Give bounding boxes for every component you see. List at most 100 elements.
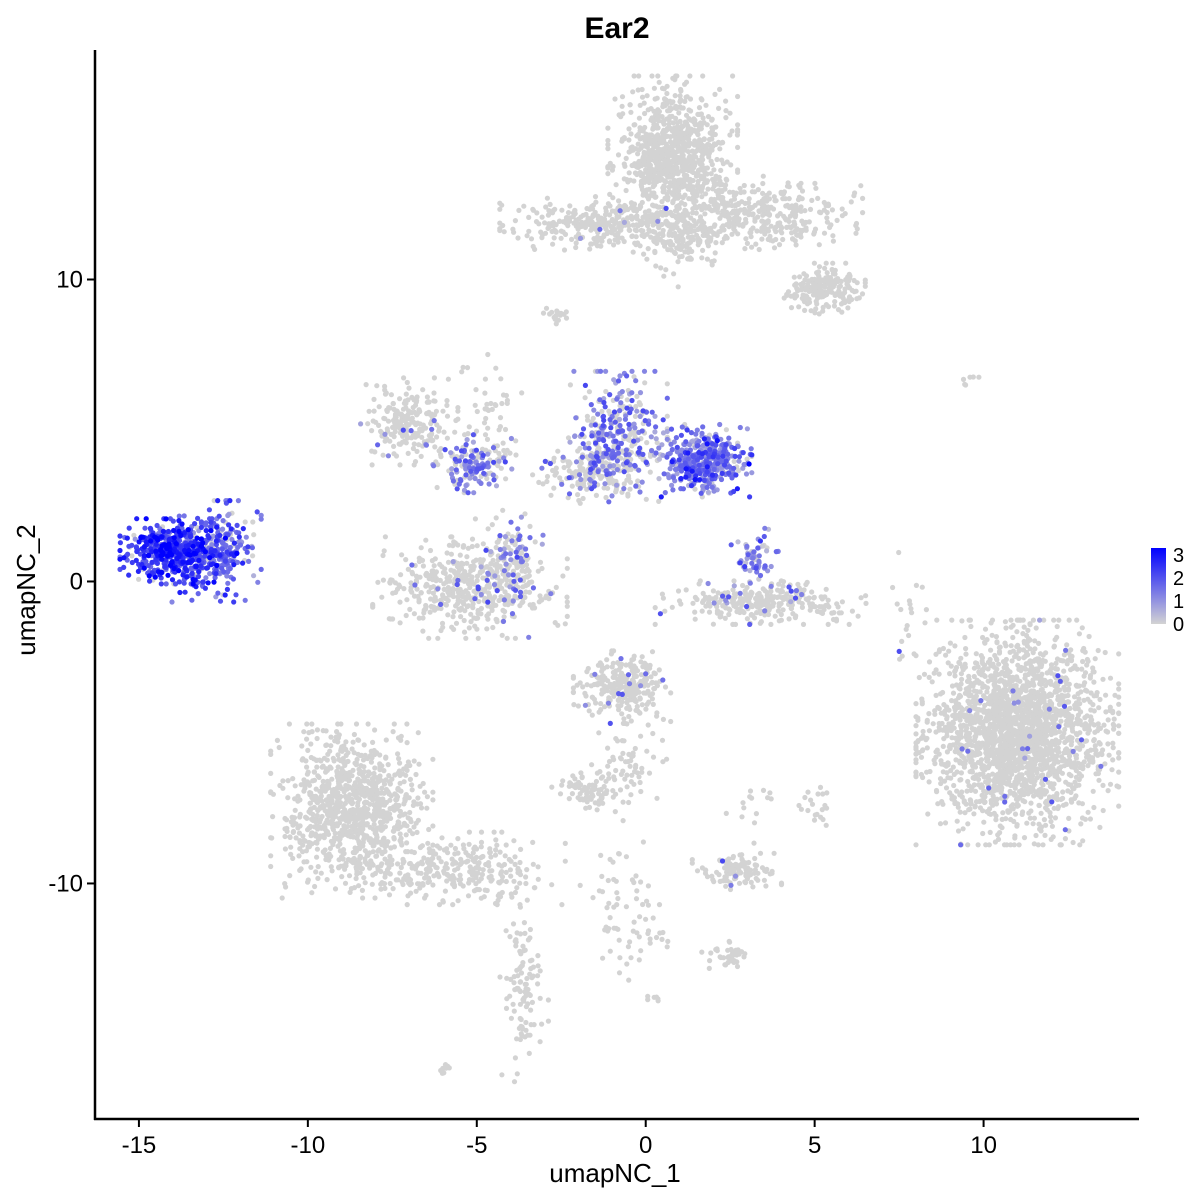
cell-point: [687, 73, 693, 79]
cell-point: [942, 820, 949, 826]
cell-point: [312, 883, 318, 890]
cell-point: [326, 793, 332, 800]
cell-point: [397, 831, 403, 837]
cell-point: [996, 661, 1002, 667]
cell-point: [791, 274, 797, 280]
cell-point: [1003, 643, 1009, 649]
cell-point: [629, 162, 635, 169]
cell-point: [1018, 774, 1025, 780]
cell-point: [545, 1018, 552, 1024]
cell-point: [978, 714, 984, 720]
cell-point: [1102, 649, 1108, 656]
cell-point: [518, 951, 524, 957]
cell-point: [967, 756, 974, 762]
cell-point: [314, 854, 320, 860]
cell-point: [368, 759, 374, 765]
cell-point: [952, 643, 958, 649]
cell-point: [1007, 759, 1013, 765]
cell-point: [992, 779, 999, 786]
cell-point: [1013, 781, 1019, 788]
cell-point: [1081, 673, 1087, 679]
cell-point: [1014, 617, 1020, 623]
cell-point: [1105, 741, 1111, 747]
cell-point: [1095, 647, 1101, 654]
cell-point: [385, 789, 391, 796]
cell-point: [776, 242, 783, 248]
cell-point: [660, 101, 666, 107]
cell-point: [972, 788, 979, 794]
cell-point: [991, 787, 997, 793]
cell-point: [799, 188, 806, 194]
cell-point: [795, 197, 802, 203]
cell-point: [712, 131, 718, 138]
cell-point: [1011, 705, 1017, 711]
cell-point: [720, 161, 727, 167]
cell-point: [353, 783, 359, 790]
cell-point: [363, 808, 369, 814]
cell-point: [998, 701, 1004, 708]
cell-point: [641, 100, 647, 106]
cell-point: [645, 155, 651, 161]
cell-point: [972, 764, 978, 770]
cell-point: [683, 79, 690, 85]
cell-point: [1004, 735, 1010, 741]
cell-point: [476, 860, 482, 866]
cell-point: [796, 304, 802, 310]
cell-point: [962, 810, 968, 816]
cell-point: [1017, 678, 1023, 684]
cell-point: [305, 747, 311, 754]
cell-point: [692, 188, 699, 194]
cell-point: [396, 820, 402, 826]
cell-point: [980, 684, 986, 690]
cell-point: [1029, 664, 1035, 670]
cell-point: [656, 108, 663, 115]
cell-point: [949, 683, 956, 689]
cell-point: [981, 774, 987, 780]
cell-point: [1056, 617, 1062, 623]
cell-point: [337, 816, 343, 822]
cell-point: [286, 721, 292, 727]
cell-point: [858, 183, 864, 189]
cell-point: [937, 776, 944, 782]
cell-point: [649, 190, 655, 196]
cell-point: [1080, 658, 1086, 665]
cell-point: [268, 863, 274, 870]
cell-point: [940, 743, 946, 750]
cell-point: [362, 848, 368, 854]
cell-point: [648, 106, 654, 112]
cell-point: [383, 799, 390, 806]
cell-point: [626, 126, 632, 132]
cell-point: [695, 131, 701, 137]
cell-point: [694, 170, 701, 176]
cell-point: [994, 796, 1000, 802]
cell-point: [1100, 807, 1106, 814]
cell-point: [315, 836, 321, 842]
cell-point: [700, 247, 706, 253]
cell-point: [1089, 717, 1095, 723]
cell-point: [968, 692, 974, 698]
cell-point: [1024, 639, 1030, 645]
cell-point: [816, 242, 822, 248]
cell-point: [485, 860, 492, 866]
cell-point: [415, 730, 421, 736]
cell-point: [954, 712, 960, 718]
cell-point: [709, 147, 715, 153]
cell-point: [1085, 753, 1091, 759]
cell-point: [1074, 701, 1080, 708]
cell-point: [504, 996, 510, 1002]
cell-point: [676, 156, 682, 162]
cell-point: [377, 752, 383, 758]
cell-point: [444, 846, 450, 852]
cell-point: [683, 112, 690, 118]
cell-point: [460, 842, 466, 848]
cell-point: [613, 182, 619, 188]
cell-point: [1009, 678, 1016, 684]
cell-point: [318, 794, 324, 800]
cell-point: [913, 746, 919, 752]
cell-point: [411, 758, 417, 764]
cell-point: [1031, 669, 1037, 675]
cell-point: [535, 953, 541, 959]
cell-point: [387, 880, 393, 887]
cell-point: [1051, 644, 1057, 650]
cell-point: [968, 623, 974, 630]
